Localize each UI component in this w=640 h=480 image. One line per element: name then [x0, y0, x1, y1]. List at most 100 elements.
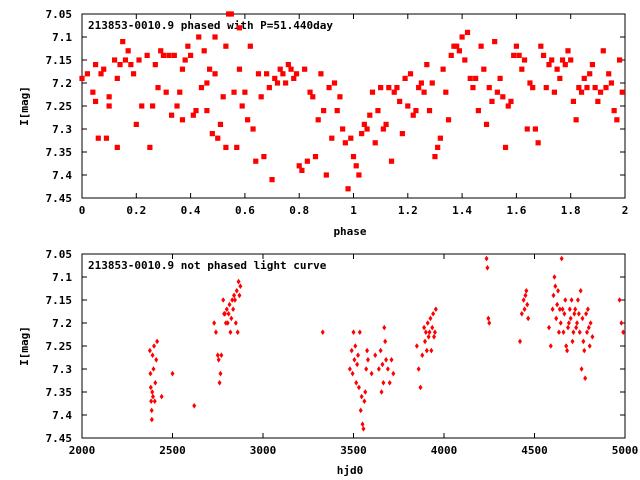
data-point	[475, 108, 481, 114]
data-point	[356, 352, 361, 358]
data-point	[225, 320, 230, 326]
data-point	[321, 108, 327, 114]
data-point	[364, 126, 370, 132]
data-point	[103, 135, 110, 141]
data-point	[611, 108, 617, 114]
data-point	[212, 34, 218, 40]
x-tick-label: 0.2	[126, 204, 146, 217]
y-tick-label: 7.2	[52, 77, 72, 90]
data-point	[524, 288, 529, 294]
data-point	[603, 85, 609, 91]
y-tick-label: 7.05	[46, 248, 73, 261]
data-point	[380, 361, 385, 368]
data-point	[228, 329, 233, 335]
data-point	[563, 297, 568, 303]
data-point	[437, 135, 443, 141]
data-point	[426, 108, 433, 114]
data-point	[159, 393, 164, 400]
data-point	[581, 338, 586, 345]
data-point	[274, 80, 281, 86]
data-points	[79, 11, 625, 192]
data-point	[217, 380, 222, 386]
data-point	[616, 57, 623, 63]
plot-frame	[81, 13, 626, 199]
y-tick-label: 7.3	[52, 123, 72, 136]
data-point	[414, 343, 419, 349]
data-point	[149, 398, 154, 404]
data-point	[532, 126, 539, 132]
data-point	[431, 311, 436, 317]
data-point	[508, 98, 514, 104]
data-point	[573, 117, 579, 123]
data-point	[559, 255, 564, 262]
data-point	[150, 393, 155, 400]
data-point	[470, 85, 476, 91]
data-point	[212, 320, 217, 326]
data-point	[106, 94, 112, 100]
data-point	[421, 89, 427, 95]
y-tick-label: 7.4	[52, 169, 72, 182]
data-point	[380, 126, 386, 132]
data-point	[90, 89, 96, 95]
data-point	[149, 416, 154, 423]
data-point	[500, 94, 506, 100]
data-point	[590, 334, 595, 340]
data-point	[168, 112, 175, 118]
data-point	[125, 48, 131, 54]
data-point	[432, 154, 438, 160]
data-point	[179, 117, 186, 123]
data-point	[342, 140, 348, 146]
data-point	[232, 297, 237, 303]
data-point	[106, 103, 112, 109]
data-point	[179, 66, 186, 72]
data-point	[582, 347, 587, 354]
data-point	[201, 48, 207, 54]
data-point	[218, 370, 223, 377]
data-point	[540, 52, 547, 58]
data-point	[571, 329, 576, 335]
data-point	[391, 89, 397, 95]
data-point	[413, 108, 419, 114]
data-point	[481, 66, 487, 72]
data-point	[424, 62, 430, 68]
data-point	[570, 338, 575, 345]
data-point	[239, 103, 245, 109]
y-tick-label: 7.4	[52, 409, 72, 422]
data-point	[391, 370, 396, 377]
data-point	[564, 343, 569, 349]
data-point	[379, 389, 384, 395]
data-point	[217, 121, 224, 127]
data-point	[149, 103, 156, 109]
data-point	[556, 288, 561, 294]
data-point	[518, 338, 523, 345]
y-tick-label: 7.25	[46, 340, 73, 353]
data-point	[372, 140, 378, 146]
data-point	[486, 85, 492, 91]
data-point	[555, 301, 560, 308]
data-point	[557, 306, 562, 312]
data-point	[497, 75, 503, 81]
data-point	[538, 43, 544, 49]
data-point	[583, 375, 588, 381]
data-point	[207, 66, 213, 72]
data-point	[215, 352, 220, 358]
data-point	[160, 52, 167, 58]
data-point	[152, 398, 157, 404]
data-point	[426, 334, 431, 340]
data-point	[416, 366, 421, 372]
x-axis-label: hjd0	[337, 464, 364, 477]
data-point	[323, 172, 329, 178]
data-point	[192, 403, 197, 409]
data-point	[245, 117, 251, 123]
y-tick-label: 7.35	[46, 146, 73, 159]
data-point	[302, 66, 308, 72]
x-tick-label: 0.4	[181, 204, 201, 217]
data-point	[139, 103, 145, 109]
data-point	[597, 89, 604, 95]
data-point	[567, 306, 572, 312]
data-point	[559, 57, 566, 63]
data-point	[92, 98, 99, 104]
x-tick-label: 0.8	[289, 204, 309, 217]
axis-ticks: 2000 2500 3000 3500 4000 4500 5000 7.05 7.1 7.15 7…	[46, 248, 639, 457]
data-point	[356, 172, 362, 178]
